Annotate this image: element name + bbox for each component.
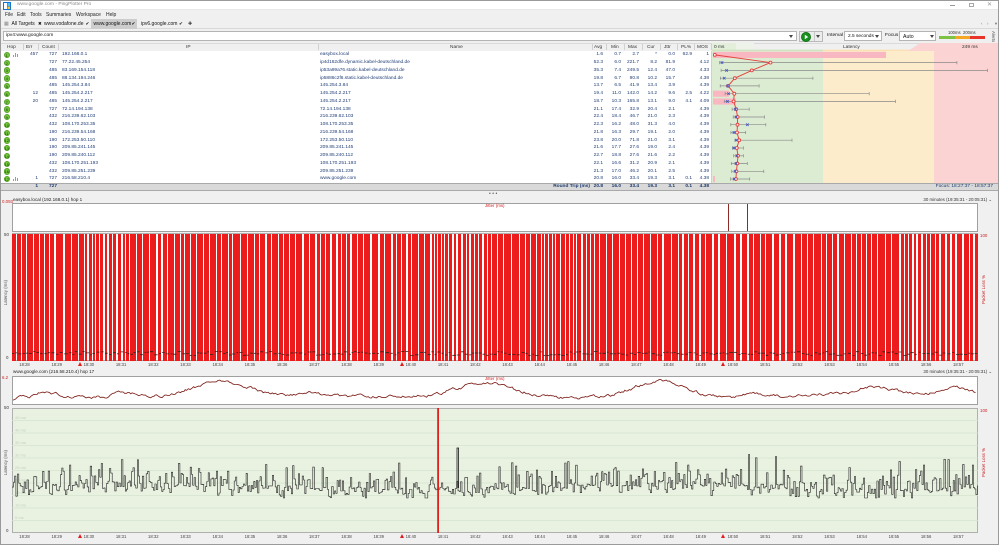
svg-text:40 ms: 40 ms [15, 428, 26, 433]
svg-text:20 ms: 20 ms [15, 478, 26, 483]
svg-text:15 ms: 15 ms [15, 490, 26, 495]
svg-text:30 ms: 30 ms [15, 453, 26, 458]
svg-text:25 ms: 25 ms [15, 465, 26, 470]
svg-text:5 ms: 5 ms [15, 515, 24, 520]
svg-text:35 ms: 35 ms [15, 440, 26, 445]
svg-text:45 ms: 45 ms [15, 415, 26, 420]
svg-text:10 ms: 10 ms [15, 503, 26, 508]
